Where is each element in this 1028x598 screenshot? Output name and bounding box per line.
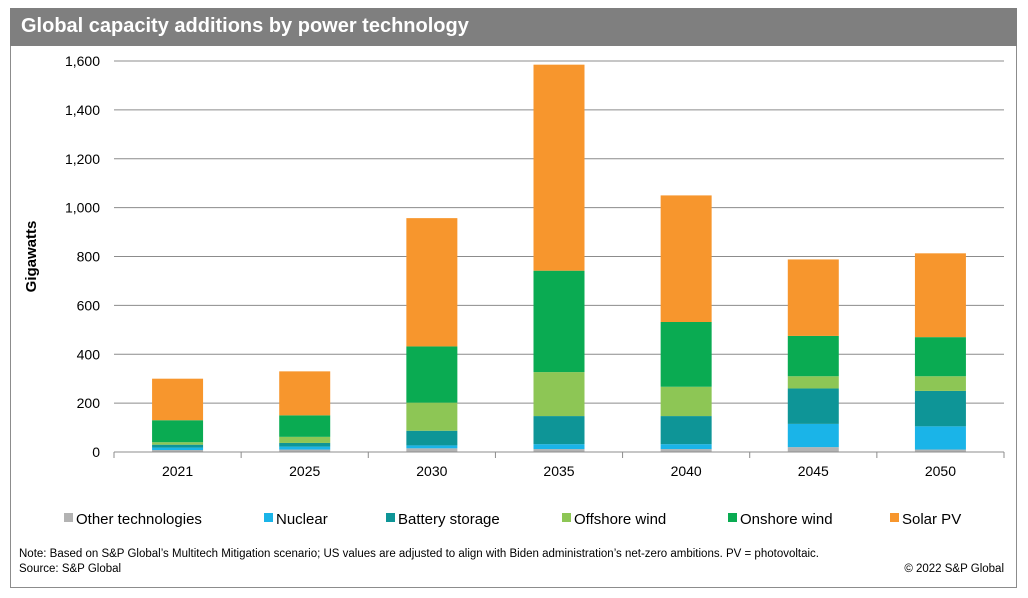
bar-segment <box>533 444 585 450</box>
y-tick-label: 800 <box>77 249 101 265</box>
y-tick-label: 0 <box>92 444 100 460</box>
bar-segment <box>406 218 458 347</box>
bar-segment <box>533 372 585 417</box>
y-tick-label: 1,400 <box>65 102 100 118</box>
legend-swatch <box>386 513 395 522</box>
bar-segment <box>406 430 458 446</box>
legend-label: Nuclear <box>276 511 328 528</box>
x-tick-label: 2040 <box>671 463 702 479</box>
x-tick-label: 2021 <box>162 463 193 479</box>
bar-segment <box>152 450 204 452</box>
bar-segment <box>152 420 204 443</box>
bar-segment <box>279 446 331 450</box>
bar-segment <box>533 416 585 445</box>
bar-segment <box>914 376 966 391</box>
legend-label: Other technologies <box>76 511 202 528</box>
y-tick-label: 1,600 <box>65 53 100 69</box>
bar-segment <box>787 447 839 452</box>
bar-segment <box>660 386 712 417</box>
bar-segment <box>406 448 458 452</box>
legend-swatch <box>264 513 273 522</box>
legend-swatch <box>890 513 899 522</box>
bar-segment <box>406 402 458 431</box>
bar-segment <box>533 64 585 271</box>
y-tick-label: 1,200 <box>65 151 100 167</box>
bar-segment <box>914 337 966 377</box>
x-tick-label: 2030 <box>416 463 447 479</box>
bar-segment <box>787 335 839 377</box>
source-text: Source: S&P Global <box>19 563 122 575</box>
x-tick-label: 2045 <box>798 463 829 479</box>
bar-segment <box>660 444 712 450</box>
bar-segment <box>787 376 839 389</box>
x-tick-label: 2035 <box>543 463 574 479</box>
bar-segment <box>914 426 966 450</box>
y-tick-label: 200 <box>77 395 101 411</box>
bar-segment <box>533 449 585 452</box>
bar-segment <box>660 416 712 445</box>
bar-segment <box>279 415 331 437</box>
legend-swatch <box>728 513 737 522</box>
bar-segment <box>914 449 966 452</box>
bar-segment <box>279 442 331 447</box>
bar-segment <box>152 378 204 421</box>
legend-label: Onshore wind <box>740 511 833 528</box>
legend-label: Battery storage <box>398 511 500 528</box>
copyright-text: © 2022 S&P Global <box>904 563 1004 575</box>
bar-segment <box>533 270 585 373</box>
bar-segment <box>279 449 331 452</box>
y-axis-title: Gigawatts <box>23 221 40 293</box>
legend-swatch <box>562 513 571 522</box>
x-tick-label: 2050 <box>925 463 956 479</box>
bar-segment <box>152 442 204 445</box>
y-tick-label: 1,000 <box>65 200 100 216</box>
bar-segment <box>152 447 204 451</box>
title-bar: Global capacity additions by power techn… <box>10 8 1017 46</box>
bar-segment <box>787 388 839 424</box>
bar-segment <box>914 253 966 338</box>
legend-swatch <box>64 513 73 522</box>
bar-segment <box>152 444 204 448</box>
chart-title: Global capacity additions by power techn… <box>21 15 469 37</box>
bar-segment <box>914 390 966 427</box>
bar-segment <box>279 436 331 443</box>
footnote: Note: Based on S&P Global’s Multitech Mi… <box>19 548 820 560</box>
bar-segment <box>406 445 458 449</box>
x-tick-label: 2025 <box>289 463 320 479</box>
bar-segment <box>660 195 712 322</box>
bar-segment <box>787 423 839 448</box>
legend-label: Solar PV <box>902 511 961 528</box>
y-tick-label: 400 <box>77 346 101 362</box>
bar-segment <box>279 371 331 416</box>
bar-segment <box>406 346 458 403</box>
y-tick-label: 600 <box>77 297 101 313</box>
legend-label: Offshore wind <box>574 511 666 528</box>
bar-segment <box>787 259 839 336</box>
bar-segment <box>660 449 712 452</box>
bar-segment <box>660 321 712 387</box>
